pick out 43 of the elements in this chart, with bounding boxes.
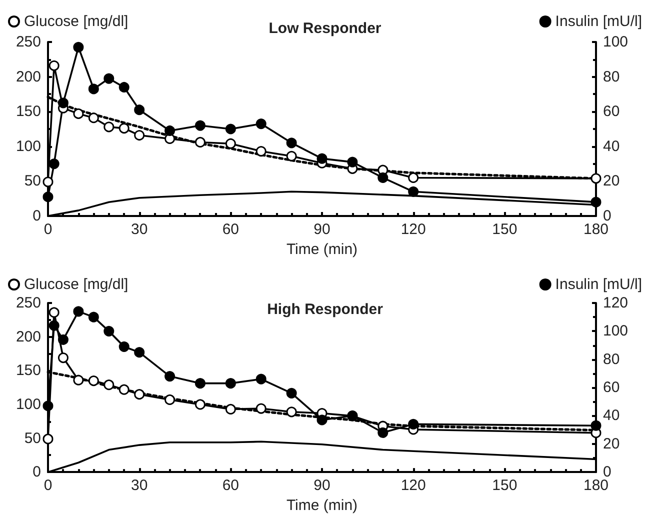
y2-tick-label: 40 — [603, 407, 620, 424]
x-tick-label: 60 — [222, 477, 240, 494]
y-tick-label: 100 — [16, 396, 41, 413]
y-tick-label: 50 — [24, 172, 41, 190]
y-tick-label: 200 — [16, 68, 41, 86]
y-tick-label: 250 — [16, 34, 41, 50]
y-tick-label: 50 — [24, 430, 41, 447]
y-tick-label: 250 — [16, 294, 41, 312]
x-axis-title: Time (min) — [286, 497, 358, 514]
x-tick-label: 0 — [44, 477, 52, 494]
y2-tick-label: 60 — [603, 379, 620, 396]
x-tick-label: 150 — [492, 477, 518, 494]
x-tick-label: 90 — [314, 477, 330, 494]
y2-tick-label: 100 — [603, 34, 628, 50]
x-tick-label: 0 — [44, 221, 52, 238]
y2-tick-label: 20 — [603, 172, 620, 190]
x-tick-label: 30 — [130, 221, 148, 238]
legend-label: Insulin [mU/l] — [555, 13, 642, 30]
x-tick-label: 90 — [314, 221, 330, 238]
x-tick-label: 30 — [130, 477, 148, 494]
y2-tick-label: 120 — [603, 294, 628, 312]
y2-tick-label: 60 — [603, 103, 620, 120]
y2-tick-label: 100 — [603, 322, 628, 340]
x-tick-label: 150 — [492, 221, 518, 238]
y-tick-label: 150 — [16, 362, 41, 380]
chart-title: Low Responder — [268, 20, 382, 37]
y-tick-label: 100 — [16, 138, 41, 155]
x-tick-label: 60 — [222, 221, 240, 238]
x-axis-title: Time (min) — [286, 240, 358, 258]
y2-tick-label: 40 — [603, 138, 620, 155]
y2-tick-label: 80 — [603, 350, 620, 368]
y-tick-label: 150 — [16, 103, 41, 120]
legend-label: Insulin [mU/l] — [555, 276, 642, 293]
legend-label: Glucose [mg/dl] — [24, 13, 128, 30]
y2-tick-label: 20 — [603, 435, 620, 452]
y2-tick-label: 80 — [603, 68, 620, 86]
x-tick-label: 120 — [400, 477, 426, 494]
y-tick-label: 0 — [32, 464, 41, 481]
y-tick-label: 200 — [16, 328, 41, 346]
legend-label: Glucose [mg/dl] — [24, 276, 128, 293]
chart-title: High Responder — [267, 301, 384, 318]
y-tick-label: 0 — [32, 208, 41, 224]
x-tick-label: 120 — [400, 221, 426, 238]
